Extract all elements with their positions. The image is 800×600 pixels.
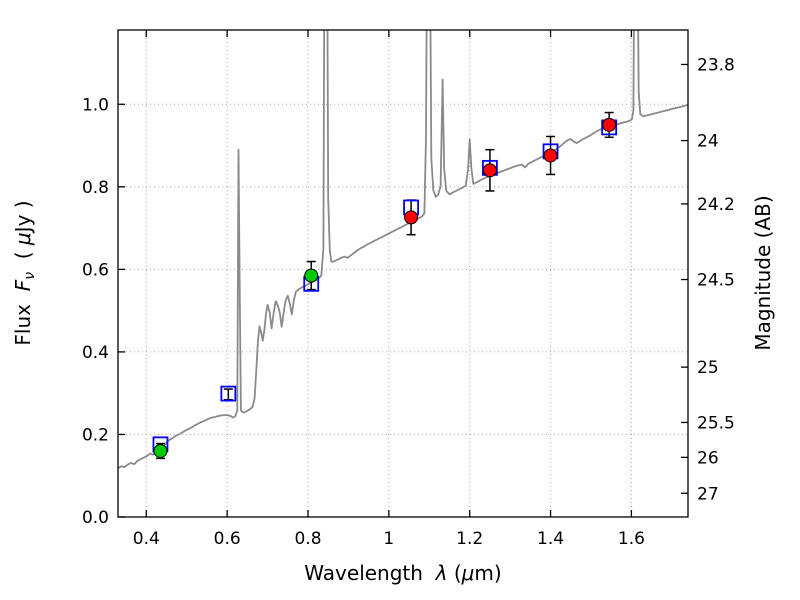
y-tick-label-flux: 0.4 — [82, 343, 109, 363]
observed-photometry-point — [543, 148, 558, 163]
y-tick-label-flux: 0.2 — [82, 425, 109, 445]
axes-layer — [117, 29, 689, 518]
y-tick-label-magnitude: 25 — [697, 358, 719, 378]
x-tick-label: 1.2 — [456, 529, 483, 549]
x-axis-label: Wavelength λ (μm) — [304, 561, 501, 585]
data-layer — [118, 30, 688, 470]
x-tick-label: 1.6 — [618, 529, 645, 549]
observed-photometry-point — [404, 210, 419, 225]
y-tick-label-flux: 0.0 — [82, 508, 109, 528]
y-tick-label-magnitude: 26 — [697, 448, 719, 468]
observed-photometry-point — [304, 268, 319, 283]
model-spectrum-line — [118, 30, 688, 470]
y-tick-label-magnitude: 25.5 — [697, 413, 735, 433]
x-tick-label: 1.4 — [537, 529, 564, 549]
grid-layer — [118, 30, 688, 517]
y-axis-label-left: Flux Fν ( μJy ) — [11, 200, 38, 345]
x-tick-label: 0.4 — [133, 529, 160, 549]
y-tick-label-magnitude: 27 — [697, 484, 719, 504]
y-tick-label-magnitude: 24 — [697, 132, 719, 152]
plot-spines — [117, 29, 689, 518]
y-tick-label-magnitude: 24.2 — [697, 195, 735, 215]
y-axis-label-right: Magnitude (AB) — [751, 195, 775, 350]
x-tick-label: 0.8 — [294, 529, 321, 549]
x-tick-label: 1 — [383, 529, 394, 549]
observed-photometry-point — [153, 443, 168, 458]
model-photometry-square — [220, 385, 237, 402]
y-tick-label-flux: 0.6 — [82, 260, 109, 280]
y-tick-label-magnitude: 23.8 — [697, 55, 735, 75]
y-tick-label-flux: 0.8 — [82, 178, 109, 198]
x-tick-label: 0.6 — [214, 529, 241, 549]
observed-photometry-point — [482, 163, 497, 178]
tick-labels: 0.4 0.6 0.8 1 1.2 1.4 1.6 0.0 0.2 0.4 0.6 0.8 1.0 23.… — [82, 55, 735, 549]
y-tick-label-flux: 1.0 — [82, 95, 109, 115]
y-tick-label-magnitude: 24.5 — [697, 271, 735, 291]
observed-photometry-point — [602, 117, 617, 132]
